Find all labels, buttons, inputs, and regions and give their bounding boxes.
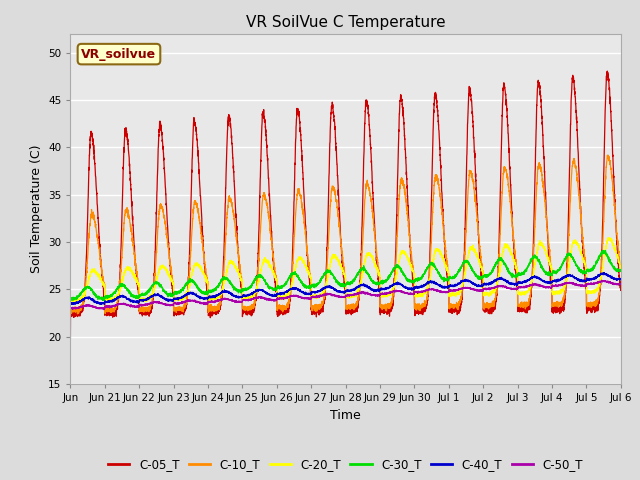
C-30_T	[396, 264, 403, 270]
C-20_T	[67, 298, 74, 304]
C-50_T	[538, 283, 546, 289]
C-30_T	[617, 267, 625, 273]
C-30_T	[602, 248, 609, 253]
C-50_T	[366, 291, 374, 297]
C-50_T	[524, 283, 531, 288]
C-30_T	[180, 283, 188, 289]
C-50_T	[599, 277, 607, 283]
C-20_T	[70, 300, 77, 306]
C-10_T	[538, 173, 546, 179]
C-50_T	[396, 288, 403, 294]
C-40_T	[366, 286, 374, 292]
C-50_T	[497, 283, 504, 289]
C-40_T	[497, 276, 504, 282]
C-20_T	[396, 257, 403, 263]
C-05_T	[497, 180, 504, 186]
Line: C-50_T: C-50_T	[70, 280, 621, 310]
Line: C-20_T: C-20_T	[70, 238, 621, 303]
C-20_T	[366, 252, 374, 258]
C-30_T	[366, 275, 374, 281]
Line: C-30_T: C-30_T	[70, 251, 621, 300]
C-40_T	[396, 282, 403, 288]
C-10_T	[180, 304, 188, 310]
Line: C-10_T: C-10_T	[70, 155, 621, 314]
C-30_T	[524, 265, 531, 271]
C-10_T	[617, 266, 625, 272]
Legend: C-05_T, C-10_T, C-20_T, C-30_T, C-40_T, C-50_T: C-05_T, C-10_T, C-20_T, C-30_T, C-40_T, …	[104, 454, 588, 476]
C-10_T	[604, 152, 612, 158]
C-10_T	[67, 309, 74, 314]
C-05_T	[180, 309, 188, 314]
C-10_T	[524, 300, 531, 306]
C-30_T	[538, 264, 546, 270]
C-40_T	[617, 276, 625, 282]
C-40_T	[538, 277, 546, 283]
C-40_T	[600, 270, 608, 276]
Text: VR_soilvue: VR_soilvue	[81, 48, 157, 60]
C-40_T	[180, 292, 188, 298]
C-05_T	[67, 336, 74, 341]
C-30_T	[100, 298, 108, 303]
C-50_T	[100, 307, 108, 312]
C-50_T	[67, 305, 74, 311]
C-50_T	[180, 299, 188, 305]
C-05_T	[538, 114, 545, 120]
Line: C-40_T: C-40_T	[70, 273, 621, 304]
C-05_T	[396, 111, 403, 117]
C-05_T	[604, 68, 611, 74]
C-20_T	[538, 241, 546, 247]
C-10_T	[74, 311, 81, 317]
C-20_T	[497, 263, 504, 269]
C-30_T	[497, 255, 504, 261]
C-40_T	[524, 277, 531, 283]
C-20_T	[617, 266, 625, 272]
C-30_T	[67, 295, 74, 301]
C-40_T	[67, 301, 74, 307]
C-20_T	[180, 293, 188, 299]
Title: VR SoilVue C Temperature: VR SoilVue C Temperature	[246, 15, 445, 30]
C-50_T	[617, 281, 625, 287]
C-20_T	[604, 235, 612, 240]
C-20_T	[524, 288, 531, 294]
X-axis label: Time: Time	[330, 408, 361, 421]
Line: C-05_T: C-05_T	[70, 71, 621, 338]
C-05_T	[524, 307, 531, 312]
C-05_T	[617, 286, 625, 291]
C-40_T	[100, 301, 108, 307]
C-10_T	[366, 190, 374, 196]
C-05_T	[366, 133, 374, 139]
C-10_T	[497, 221, 504, 227]
C-10_T	[396, 192, 403, 197]
Y-axis label: Soil Temperature (C): Soil Temperature (C)	[29, 144, 43, 273]
